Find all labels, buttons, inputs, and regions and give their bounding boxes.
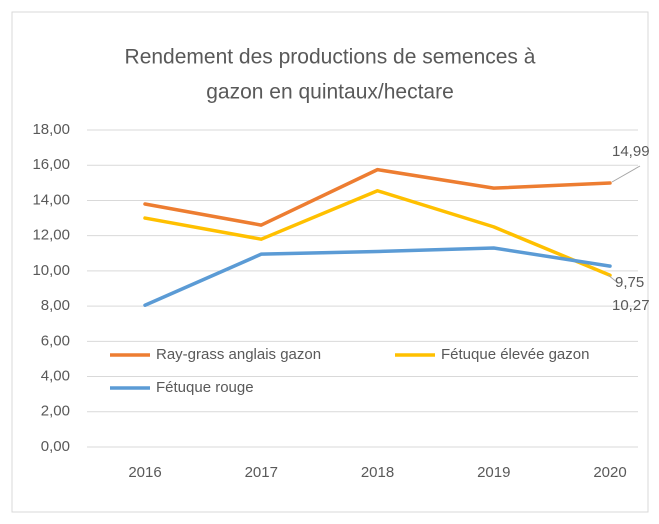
y-tick-label: 6,00 — [41, 332, 70, 349]
y-tick-label: 10,00 — [32, 262, 70, 279]
label-leader — [611, 165, 641, 183]
y-tick-label: 16,00 — [32, 156, 70, 173]
series-line — [143, 167, 612, 227]
x-tick-label: 2016 — [128, 464, 161, 481]
chart-frame — [11, 11, 649, 513]
y-tick-label: 18,00 — [32, 121, 70, 138]
chart-title: Rendement des productions de semences à — [125, 46, 536, 69]
legend-label: Fétuque rouge — [156, 379, 254, 396]
data-label: 10,27 — [612, 297, 650, 314]
data-label: 9,75 — [615, 274, 644, 291]
x-tick-label: 2018 — [361, 464, 394, 481]
y-tick-label: 14,00 — [32, 191, 70, 208]
series-line — [143, 246, 612, 307]
legend-label: Ray-grass anglais gazon — [156, 346, 321, 363]
label-leader — [607, 274, 619, 284]
chart-title: gazon en quintaux/hectare — [206, 81, 454, 104]
data-label: 14,99 — [612, 143, 650, 160]
y-tick-label: 2,00 — [41, 403, 70, 420]
x-tick-label: 2020 — [593, 464, 626, 481]
y-tick-label: 0,00 — [41, 438, 70, 455]
y-tick-label: 12,00 — [32, 227, 70, 244]
series-line — [143, 189, 612, 278]
legend-label: Fétuque élevée gazon — [441, 346, 589, 363]
x-tick-label: 2019 — [477, 464, 510, 481]
y-tick-label: 8,00 — [41, 297, 70, 314]
y-tick-label: 4,00 — [41, 368, 70, 385]
x-tick-label: 2017 — [245, 464, 278, 481]
